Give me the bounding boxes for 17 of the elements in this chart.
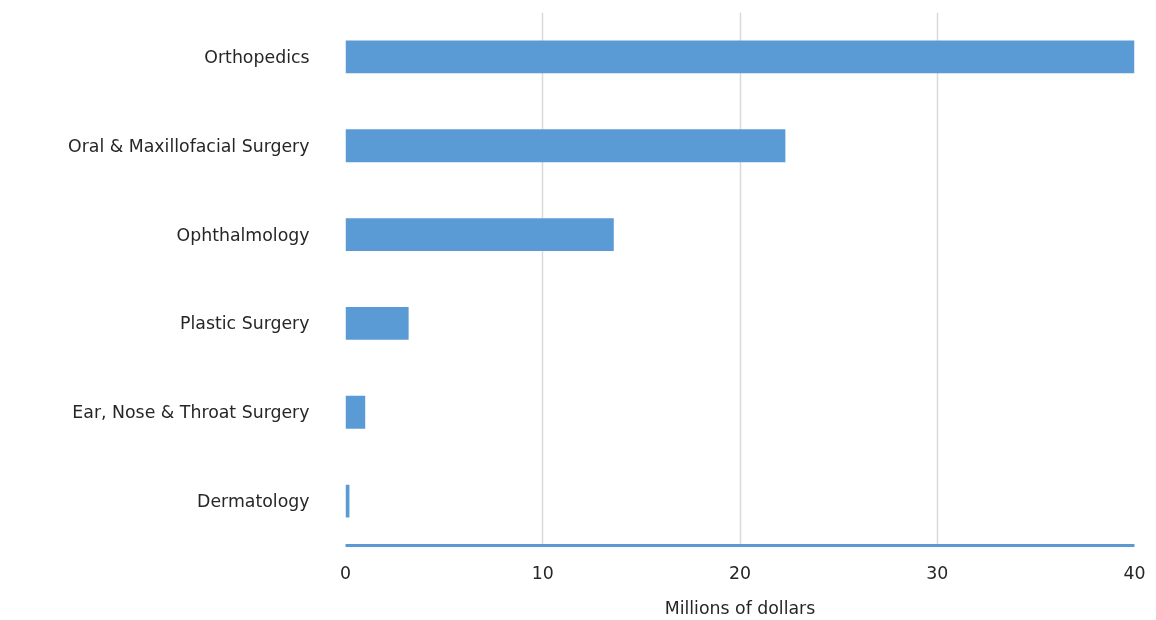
bar xyxy=(345,218,614,252)
y-tick-label: Orthopedics xyxy=(204,46,310,67)
x-axis-title: Millions of dollars xyxy=(664,597,816,618)
y-tick-label: Oral & Maxillofacial Surgery xyxy=(68,135,310,156)
x-tick-label: 10 xyxy=(531,562,554,583)
x-tick-label: 0 xyxy=(339,562,352,583)
y-tick-label: Ear, Nose & Throat Surgery xyxy=(72,402,310,423)
x-tick-label: 40 xyxy=(1123,562,1146,583)
y-tick-label: Plastic Surgery xyxy=(180,313,310,334)
y-tick-label: Dermatology xyxy=(197,491,310,512)
bar xyxy=(345,306,409,340)
y-tick-label: Ophthalmology xyxy=(176,224,310,245)
x-tick-label: 30 xyxy=(926,562,949,583)
bar xyxy=(345,129,786,163)
bar xyxy=(345,40,1135,74)
x-tick-label: 20 xyxy=(728,562,752,583)
bar xyxy=(345,395,366,429)
